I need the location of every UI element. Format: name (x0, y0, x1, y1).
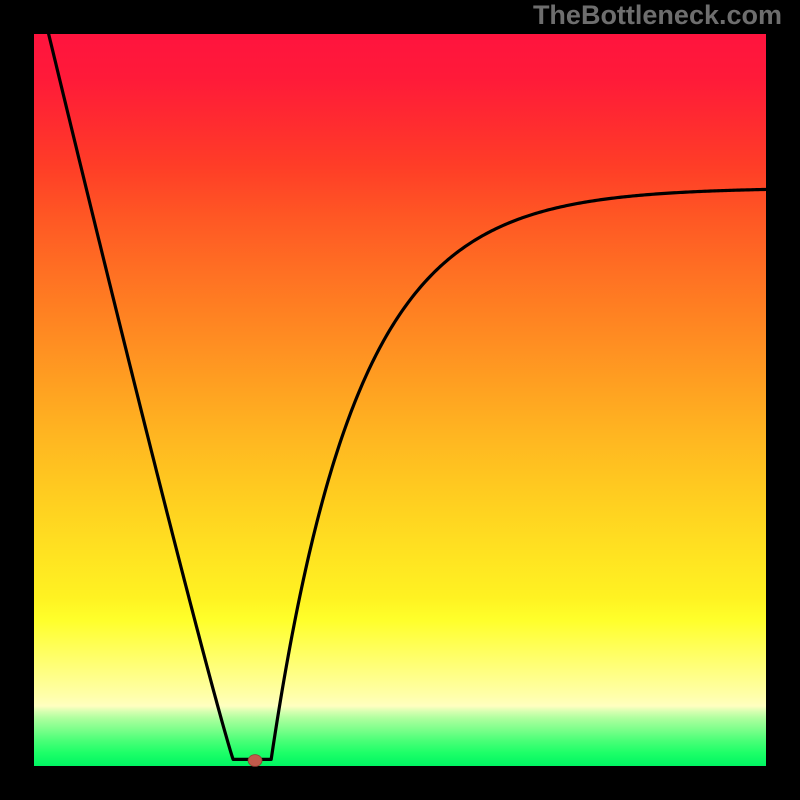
attribution-watermark: TheBottleneck.com (533, 0, 782, 31)
plot-background (34, 34, 766, 766)
bottleneck-chart (0, 0, 800, 800)
chart-frame: TheBottleneck.com (0, 0, 800, 800)
optimal-point-marker (248, 755, 262, 767)
